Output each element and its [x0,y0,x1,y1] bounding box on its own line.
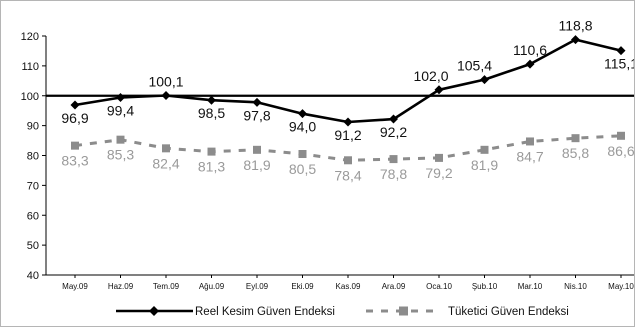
y-tick-label: 120 [21,31,39,43]
reel-data-label: 91,2 [334,127,361,143]
tuketici-data-point [162,144,170,153]
legend-tuketici-label: Tüketici Güven Endeksi [448,306,569,318]
tuketici-data-label: 81,9 [471,157,498,173]
reel-data-point [616,46,626,56]
reel-data-label: 102,0 [413,68,448,84]
reel-data-label: 97,8 [243,107,270,123]
tuketici-data-label: 86,6 [607,143,634,159]
tuketici-data-point [344,156,352,165]
reel-data-label: 94,0 [289,119,316,135]
reel-data-point [389,114,398,124]
chart-axes: 40 50 60 70 80 90 100 110 120 May.09 Haz.09 Tem.09 A… [21,31,634,291]
tuketici-data-point [253,145,261,154]
tuketici-data-point [435,153,443,162]
y-tick-label: 60 [27,210,39,222]
legend: Reel Kesim Güven Endeksi Tüketici Güven E… [116,306,569,318]
x-tick-label: Kas.09 [336,282,361,291]
y-tick-label: 50 [27,240,39,252]
reel-data-label: 110,6 [513,42,547,58]
legend-reel-label: Reel Kesim Güven Endeksi [195,306,335,318]
tuketici-data-label: 82,4 [152,155,179,171]
reel-data-label: 118,8 [559,18,593,34]
tuketici-data-point [480,145,489,154]
reel-data-point [480,75,489,85]
legend-tuketici-marker [399,306,408,316]
x-tick-label: May.10 [608,282,634,291]
reel-data-point [70,100,80,110]
tuketici-data-label: 83,3 [61,153,88,169]
x-tick-label: Oca.10 [426,282,452,291]
reel-data-point [343,117,353,127]
tuketici-data-label: 81,9 [243,157,270,173]
x-tick-label: Ağu.09 [199,282,225,291]
x-tick-label: Eyl.09 [246,282,269,291]
x-tick-label: Şub.10 [472,282,498,291]
y-tick-label: 40 [27,270,39,282]
series-group [70,35,626,165]
reel-data-point [161,90,171,100]
tuketici-data-label: 85,8 [562,145,589,161]
reel-data-label: 99,4 [107,103,134,119]
tuketici-data-label: 84,7 [516,148,543,164]
tuketici-data-label: 85,3 [107,147,134,163]
x-tick-label: Ara.09 [382,282,406,291]
tuketici-data-point [116,135,125,144]
reel-data-label: 105,4 [457,58,492,74]
data-labels-group: 96,9 99,4 100,1 98,5 97,8 94,0 91,2 92,2 102,0 10… [61,18,634,184]
x-tick-label: Nis.10 [564,282,587,291]
tuketici-data-label: 79,2 [425,165,452,181]
tuketici-data-label: 81,3 [198,159,225,175]
tuketici-data-label: 78,4 [334,167,361,183]
reel-data-point [207,95,216,105]
x-tick-label: Tem.09 [153,282,180,291]
tuketici-data-point [526,137,534,146]
x-tick-label: Eki.09 [291,282,314,291]
reel-data-point [571,35,580,45]
reel-data-point [525,59,535,69]
tuketici-data-point [298,150,307,159]
reel-data-label: 98,5 [198,105,225,121]
reel-data-label: 92,2 [380,124,407,140]
reel-data-label: 100,1 [148,73,183,89]
reel-data-point [116,93,125,103]
tuketici-data-label: 80,5 [289,161,316,177]
reel-data-point [434,85,444,95]
reel-data-label: 115,1 [604,56,634,72]
y-tick-label: 100 [21,91,39,103]
tuketici-data-point [571,134,580,143]
reel-data-point [252,97,262,107]
x-tick-label: Mar.10 [518,282,543,291]
tuketici-data-point [207,147,216,156]
tuketici-data-label: 78,8 [380,166,407,182]
legend-reel-marker [149,306,159,316]
tuketici-data-point [71,141,79,150]
x-tick-label: May.09 [62,282,88,291]
x-tick-label: Haz.09 [108,282,134,291]
y-tick-label: 80 [27,151,39,163]
tuketici-data-point [617,131,625,140]
y-tick-label: 90 [27,121,39,133]
reel-data-label: 96,9 [61,110,88,126]
tuketici-data-point [389,155,398,164]
y-tick-label: 110 [21,61,39,73]
y-tick-label: 70 [27,180,39,192]
reel-data-point [298,109,307,119]
